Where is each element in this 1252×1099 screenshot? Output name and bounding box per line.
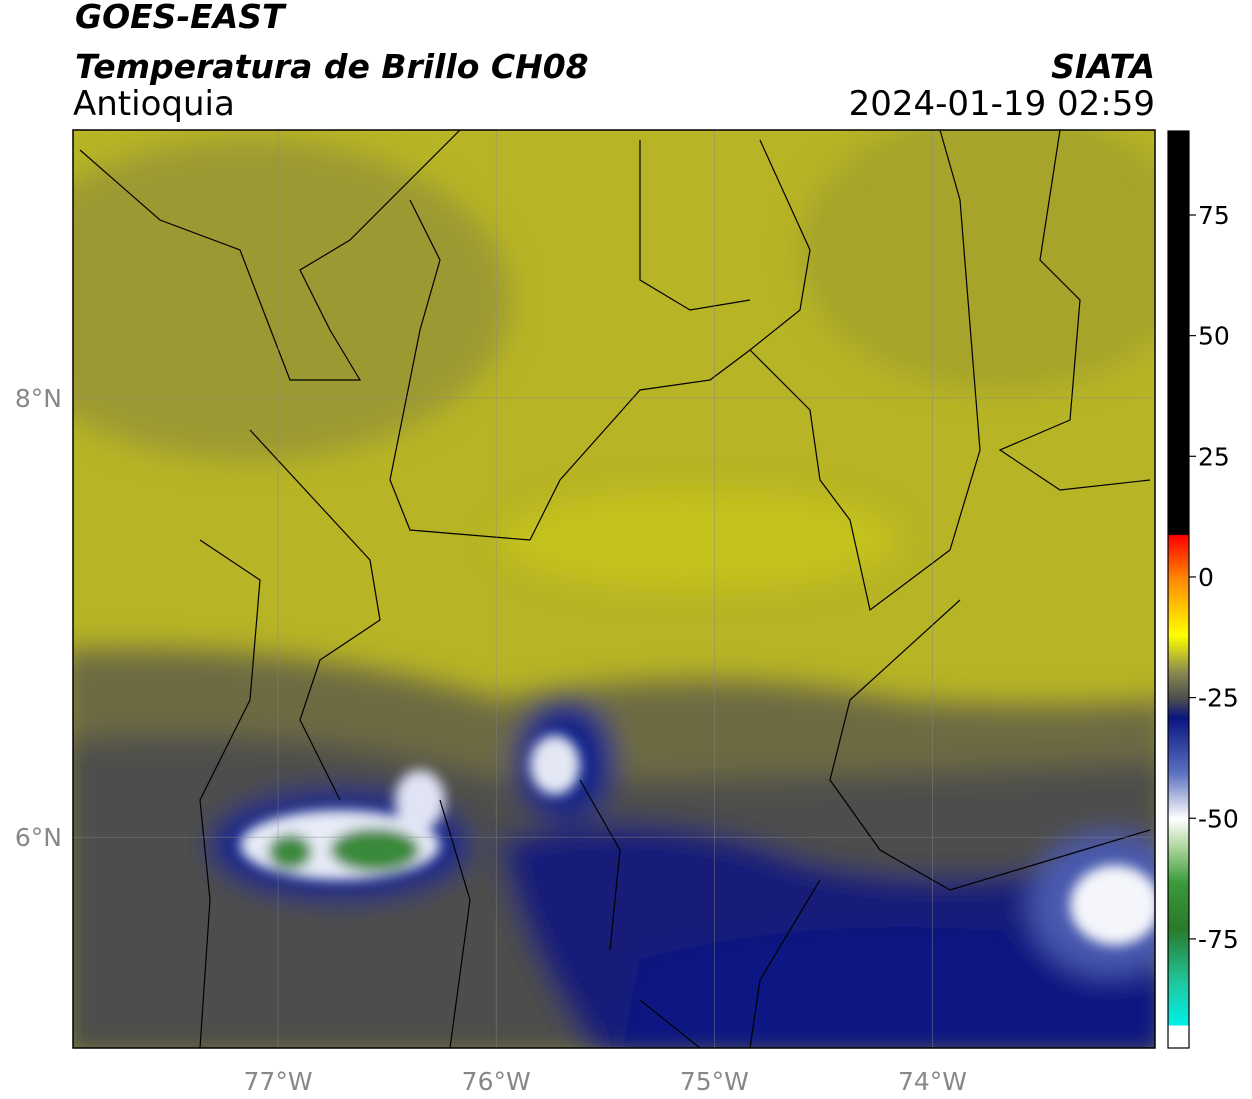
lon-tick-label: 75°W <box>680 1067 749 1096</box>
region: Antioquia <box>73 84 235 124</box>
title: GOES-EAST <box>75 0 287 36</box>
lat-tick-label: 8°N <box>15 384 62 413</box>
subtitle: Temperatura de Brillo CH08 <box>75 47 589 86</box>
satellite-image <box>73 130 1155 1048</box>
colorbar-tick-label: 0 <box>1198 563 1214 592</box>
colorbar <box>1167 130 1190 1049</box>
lon-tick-label: 77°W <box>244 1067 313 1096</box>
lat-tick-label: 6°N <box>15 823 62 852</box>
colorbar-tick-label: -25 <box>1198 684 1239 713</box>
colorbar-tick-label: -50 <box>1198 804 1239 833</box>
lon-tick-label: 76°W <box>462 1067 531 1096</box>
lon-tick-label: 74°W <box>898 1067 967 1096</box>
map-frame <box>72 129 1156 1049</box>
graticule <box>73 130 1155 1048</box>
colorbar-tick-label: 25 <box>1198 442 1230 471</box>
timestamp: 2024-01-19 02:59 <box>849 84 1155 124</box>
colorbar-tick-label: 50 <box>1198 322 1230 351</box>
source: SIATA <box>1051 47 1155 86</box>
colorbar-tick-label: 75 <box>1198 201 1230 230</box>
colorbar-tick-label: -75 <box>1198 925 1239 954</box>
